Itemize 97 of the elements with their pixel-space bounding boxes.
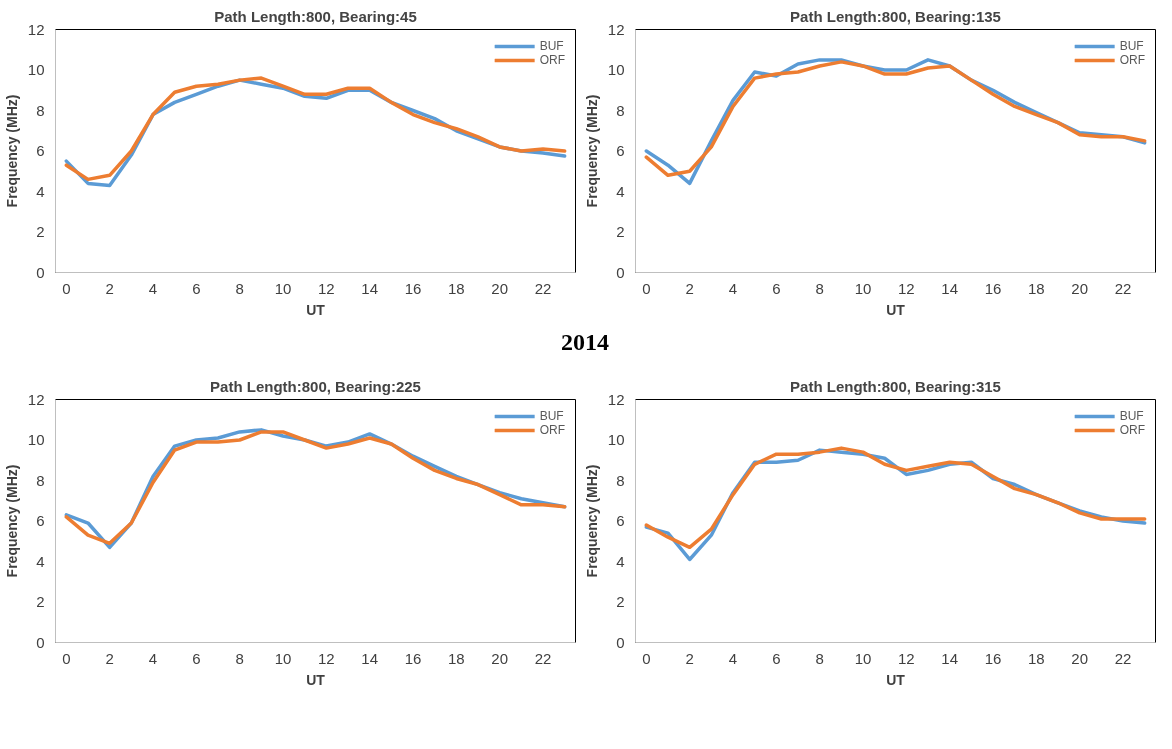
y-tick-label: 12 xyxy=(27,390,45,408)
x-tick-label: 8 xyxy=(235,279,244,297)
y-tick-label: 10 xyxy=(607,61,625,78)
legend-label: ORF xyxy=(1119,53,1145,67)
y-tick-label: 6 xyxy=(616,512,625,529)
y-tick-label: 8 xyxy=(616,101,625,119)
x-tick-label: 18 xyxy=(447,649,465,667)
x-axis-title: UT xyxy=(886,671,906,688)
x-tick-label: 18 xyxy=(1027,649,1045,667)
x-tick-label: 16 xyxy=(404,279,422,297)
y-tick-label: 0 xyxy=(36,633,45,651)
legend-label: ORF xyxy=(1119,423,1145,437)
y-tick-label: 2 xyxy=(36,593,45,610)
x-tick-label: 2 xyxy=(105,649,114,667)
x-tick-label: 6 xyxy=(192,649,201,667)
chart-title: Path Length:800, Bearing:315 xyxy=(790,377,1001,395)
x-tick-label: 4 xyxy=(728,279,738,297)
y-axis-title: Frequency (MHz) xyxy=(3,464,20,578)
x-tick-label: 12 xyxy=(317,279,335,297)
text: 2014 xyxy=(560,328,610,357)
x-tick-label: 4 xyxy=(148,279,158,297)
x-tick-label: 20 xyxy=(1071,649,1089,667)
y-tick-label: 10 xyxy=(607,431,625,448)
y-tick-label: 4 xyxy=(616,182,625,200)
x-tick-label: 12 xyxy=(317,649,335,667)
x-tick-label: 14 xyxy=(941,279,959,297)
x-tick-label: 18 xyxy=(447,279,465,297)
x-tick-label: 0 xyxy=(642,649,651,667)
y-tick-label: 0 xyxy=(36,263,45,281)
x-tick-label: 22 xyxy=(534,649,552,667)
chart-title: Path Length:800, Bearing:225 xyxy=(210,377,421,395)
x-tick-label: 4 xyxy=(148,649,158,667)
legend-label: ORF xyxy=(539,423,565,437)
x-tick-label: 4 xyxy=(728,649,738,667)
x-axis-title: UT xyxy=(886,301,906,318)
y-tick-label: 8 xyxy=(36,471,45,489)
y-tick-label: 12 xyxy=(607,390,625,408)
x-tick-label: 6 xyxy=(772,649,781,667)
y-tick-label: 12 xyxy=(27,20,45,38)
y-axis-title: Frequency (MHz) xyxy=(583,94,600,208)
x-tick-label: 16 xyxy=(984,279,1002,297)
x-tick-label: 6 xyxy=(192,279,201,297)
y-tick-label: 4 xyxy=(36,552,45,570)
x-tick-label: 12 xyxy=(897,279,915,297)
y-tick-label: 0 xyxy=(616,633,625,651)
y-tick-label: 10 xyxy=(27,431,45,448)
x-tick-label: 22 xyxy=(1114,649,1132,667)
x-tick-label: 8 xyxy=(235,649,244,667)
x-tick-label: 2 xyxy=(105,279,114,297)
y-tick-label: 0 xyxy=(616,263,625,281)
chart-title: Path Length:800, Bearing:45 xyxy=(214,7,417,25)
y-axis-title: Frequency (MHz) xyxy=(583,464,600,578)
x-tick-label: 10 xyxy=(854,649,872,667)
x-tick-label: 20 xyxy=(491,279,509,297)
x-tick-label: 10 xyxy=(274,279,292,297)
x-tick-label: 22 xyxy=(534,279,552,297)
y-tick-label: 2 xyxy=(616,223,625,240)
x-tick-label: 14 xyxy=(361,279,379,297)
y-axis-title: Frequency (MHz) xyxy=(3,94,20,208)
x-tick-label: 0 xyxy=(642,279,651,297)
y-tick-label: 4 xyxy=(36,182,45,200)
y-tick-label: 2 xyxy=(616,593,625,610)
y-tick-label: 12 xyxy=(607,20,625,38)
x-tick-label: 10 xyxy=(274,649,292,667)
y-tick-label: 8 xyxy=(36,101,45,119)
x-tick-label: 12 xyxy=(897,649,915,667)
y-tick-label: 4 xyxy=(616,552,625,570)
chart-title: Path Length:800, Bearing:135 xyxy=(790,7,1001,25)
x-tick-label: 6 xyxy=(772,279,781,297)
legend-label: BUF xyxy=(539,409,564,423)
x-tick-label: 2 xyxy=(685,649,694,667)
x-tick-label: 20 xyxy=(491,649,509,667)
legend-label: BUF xyxy=(1119,409,1144,423)
x-tick-label: 16 xyxy=(984,649,1002,667)
x-tick-label: 14 xyxy=(941,649,959,667)
x-tick-label: 8 xyxy=(815,279,824,297)
y-tick-label: 6 xyxy=(36,512,45,529)
x-tick-label: 18 xyxy=(1027,279,1045,297)
legend-label: ORF xyxy=(539,53,565,67)
legend-label: BUF xyxy=(539,39,564,53)
x-axis-title: UT xyxy=(306,301,326,318)
x-tick-label: 16 xyxy=(404,649,422,667)
legend-label: BUF xyxy=(1119,39,1144,53)
x-tick-label: 2 xyxy=(685,279,694,297)
x-tick-label: 22 xyxy=(1114,279,1132,297)
y-tick-label: 2 xyxy=(36,223,45,240)
x-axis-title: UT xyxy=(306,671,326,688)
x-tick-label: 8 xyxy=(815,649,824,667)
y-tick-label: 8 xyxy=(616,471,625,489)
x-tick-label: 20 xyxy=(1071,279,1089,297)
x-tick-label: 10 xyxy=(854,279,872,297)
x-tick-label: 0 xyxy=(62,649,71,667)
x-tick-label: 0 xyxy=(62,279,71,297)
y-tick-label: 6 xyxy=(36,142,45,159)
x-tick-label: 14 xyxy=(361,649,379,667)
y-tick-label: 6 xyxy=(616,142,625,159)
y-tick-label: 10 xyxy=(27,61,45,78)
